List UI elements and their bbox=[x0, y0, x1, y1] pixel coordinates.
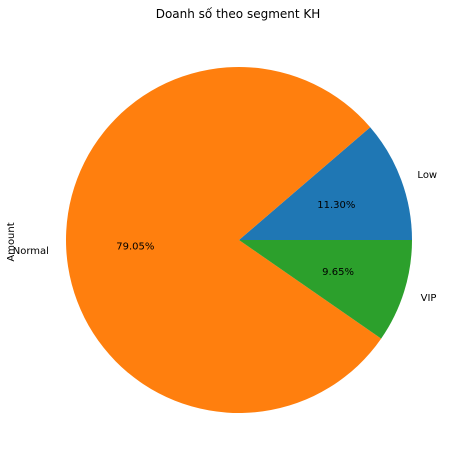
pie-slice-low bbox=[239, 127, 412, 240]
pie-slice-normal bbox=[65, 66, 382, 413]
pie-slices bbox=[65, 66, 412, 413]
pie-labels: Low 11.30% Normal 79.05% VIP 9.65% bbox=[13, 170, 437, 304]
percent-label-vip: 9.65% bbox=[322, 267, 354, 278]
percent-label-low: 11.30% bbox=[317, 200, 355, 211]
chart-title: Doanh số theo segment KH bbox=[156, 7, 321, 21]
category-label-low: Low bbox=[417, 170, 437, 181]
category-label-vip: VIP bbox=[421, 293, 437, 304]
pie-slice-vip bbox=[239, 240, 412, 339]
y-axis-label: Amount bbox=[6, 222, 17, 261]
category-label-normal: Normal bbox=[13, 246, 49, 257]
percent-label-normal: 79.05% bbox=[116, 241, 154, 252]
